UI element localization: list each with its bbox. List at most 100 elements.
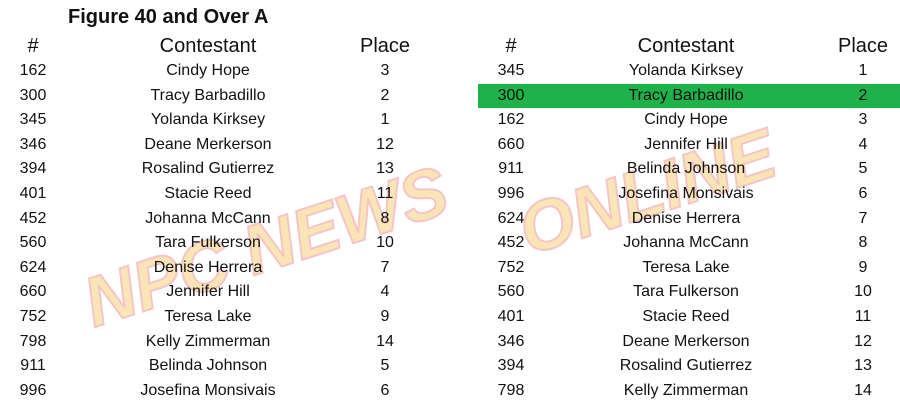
table-row: 660 Jennifer Hill 4 [478, 133, 900, 158]
cell-name: Belinda Johnson [626, 160, 746, 178]
header-num: # [505, 35, 517, 57]
cell-name: Tara Fulkerson [633, 283, 739, 301]
header-contestant: Contestant [637, 35, 735, 57]
cell-num: 560 [19, 234, 47, 252]
table-row: 911 Belinda Johnson 5 [478, 157, 900, 182]
cell-place: 7 [858, 209, 868, 227]
cell-name: Denise Herrera [153, 258, 263, 276]
cell-num: 394 [19, 160, 47, 178]
cell-num: 346 [19, 135, 47, 153]
cell-num: 394 [497, 357, 525, 375]
cell-name: Cindy Hope [166, 62, 250, 79]
cell-place: 3 [858, 111, 868, 129]
table-row: 346 Deane Merkerson 12 [0, 133, 440, 158]
cell-place: 12 [376, 135, 394, 153]
cell-place: 9 [858, 258, 868, 276]
cell-place: 3 [380, 62, 390, 79]
cell-num: 660 [19, 283, 47, 301]
cell-place: 11 [854, 307, 872, 325]
table-row: 911 Belinda Johnson 5 [0, 354, 440, 379]
cell-num: 660 [497, 135, 525, 153]
cell-name: Denise Herrera [631, 209, 741, 227]
cell-name: Belinda Johnson [148, 357, 268, 375]
cell-place: 6 [380, 381, 390, 399]
table-row: 452 Johanna McCann 8 [478, 231, 900, 256]
table-header: # Contestant Place [478, 34, 900, 59]
cell-num: 345 [19, 111, 47, 129]
table-row: 300 Tracy Barbadillo 2 [0, 84, 440, 109]
cell-num: 911 [20, 357, 46, 375]
table-row: 345 Yolanda Kirksey 1 [0, 108, 440, 133]
cell-place: 1 [380, 111, 390, 129]
cell-name: Teresa Lake [642, 258, 730, 276]
cell-num: 798 [497, 381, 525, 399]
cell-name: Teresa Lake [164, 307, 252, 325]
figure-title: Figure 40 and Over A [68, 6, 269, 28]
cell-num: 300 [19, 86, 47, 104]
cell-place: 12 [854, 332, 872, 350]
cell-name: Cindy Hope [644, 111, 728, 129]
cell-place: 5 [858, 160, 868, 178]
cell-num: 624 [19, 258, 47, 276]
cell-place: 4 [380, 283, 390, 301]
table-row: 560 Tara Fulkerson 10 [0, 231, 440, 256]
table-row: 401 Stacie Reed 11 [478, 305, 900, 330]
table-row: 401 Stacie Reed 11 [0, 182, 440, 207]
table-row: 394 Rosalind Gutierrez 13 [478, 354, 900, 379]
table-row: 560 Tara Fulkerson 10 [478, 280, 900, 305]
cell-name: Jennifer Hill [166, 283, 250, 301]
table-row: 752 Teresa Lake 9 [478, 256, 900, 281]
cell-num: 911 [498, 160, 524, 178]
cell-name: Tracy Barbadillo [628, 86, 744, 104]
cell-num: 346 [497, 332, 525, 350]
cell-name: Rosalind Gutierrez [619, 357, 753, 375]
cell-num: 401 [497, 307, 525, 325]
cell-name: Tara Fulkerson [155, 234, 261, 252]
cell-place: 11 [376, 184, 394, 202]
cell-name: Tracy Barbadillo [150, 86, 266, 104]
cell-num: 996 [497, 184, 525, 202]
cell-num: 624 [497, 209, 525, 227]
header-place: Place [359, 35, 411, 57]
header-place: Place [837, 35, 889, 57]
cell-num: 300 [497, 86, 525, 104]
cell-num: 452 [19, 209, 47, 227]
cell-name: Kelly Zimmerman [145, 332, 271, 350]
cell-name: Johanna McCann [623, 234, 749, 252]
table-row: 752 Teresa Lake 9 [0, 305, 440, 330]
cell-name: Kelly Zimmerman [623, 381, 749, 399]
table-row: 660 Jennifer Hill 4 [0, 280, 440, 305]
table-row: 798 Kelly Zimmerman 14 [0, 330, 440, 355]
table-row: 300 Tracy Barbadillo 2 [478, 83, 900, 109]
header-contestant: Contestant [159, 35, 257, 57]
header-num: # [27, 35, 39, 57]
cell-place: 1 [858, 62, 868, 79]
cell-num: 162 [497, 111, 525, 129]
cell-num: 752 [497, 258, 525, 276]
cell-place: 8 [858, 234, 868, 252]
cell-name: Deane Merkerson [144, 135, 272, 153]
cell-place: 6 [858, 184, 868, 202]
table-row: 624 Denise Herrera 7 [478, 207, 900, 232]
table-row: 346 Deane Merkerson 12 [478, 330, 900, 355]
cell-place: 13 [854, 357, 872, 375]
cell-num: 798 [19, 332, 47, 350]
cell-place: 9 [380, 307, 390, 325]
cell-place: 13 [376, 160, 394, 178]
cell-place: 2 [380, 86, 390, 104]
table-row: 394 Rosalind Gutierrez 13 [0, 157, 440, 182]
cell-num: 996 [19, 381, 47, 399]
cell-name: Rosalind Gutierrez [141, 160, 275, 178]
cell-num: 162 [19, 62, 47, 79]
cell-num: 345 [497, 62, 525, 79]
cell-name: Deane Merkerson [622, 332, 750, 350]
left-table: # Contestant Place 162 Cindy Hope 3 300 Trac… [0, 34, 440, 403]
cell-place: 10 [854, 283, 872, 301]
table-row: 624 Denise Herrera 7 [0, 256, 440, 281]
cell-place: 8 [380, 209, 390, 227]
cell-name: Josefina Monsivais [140, 381, 276, 399]
table-row: 452 Johanna McCann 8 [0, 207, 440, 232]
cell-num: 401 [19, 184, 47, 202]
cell-name: Stacie Reed [642, 307, 730, 325]
table-row: 162 Cindy Hope 3 [0, 59, 440, 84]
